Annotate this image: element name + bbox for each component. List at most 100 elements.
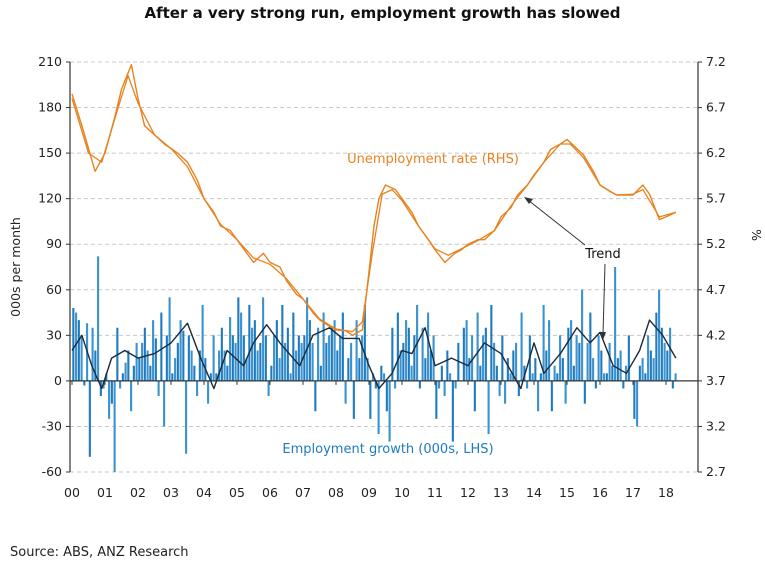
employment-bar (237, 297, 240, 381)
employment-bar (267, 380, 270, 397)
employment-bar (380, 365, 383, 381)
employment-bar (550, 380, 553, 412)
employment-bar (454, 380, 457, 389)
x-tick-label: 16 (592, 485, 608, 500)
employment-bar (344, 380, 347, 404)
employment-bar (132, 365, 135, 381)
y2-axis-label: % (749, 229, 764, 241)
x-tick-label: 04 (196, 485, 212, 500)
y-tick-label: 210 (38, 54, 62, 69)
employment-bar (196, 380, 199, 397)
employment-bar (83, 380, 86, 386)
employment-bar (308, 320, 311, 381)
y-tick-label: 180 (38, 100, 62, 115)
employment-bar (314, 380, 317, 412)
employment-bar (622, 380, 625, 389)
employment-bar (468, 358, 471, 381)
employment-bar (641, 358, 644, 381)
employment-bar (198, 350, 201, 381)
employment-bar (479, 365, 482, 381)
employment-bar (589, 312, 592, 381)
y-tick-label: -30 (42, 418, 62, 433)
employment-bar (207, 380, 210, 404)
employment-bar (663, 342, 666, 381)
employment-bar (201, 304, 204, 381)
employment-bar (138, 358, 141, 381)
employment-bar (339, 335, 342, 381)
employment-bar (110, 380, 113, 404)
employment-bar (476, 312, 479, 381)
employment-bar (135, 342, 138, 381)
employment-bar (141, 342, 144, 381)
employment-bar (278, 358, 281, 381)
employment-bar (245, 358, 248, 381)
employment-bar (124, 362, 127, 381)
employment-bar (209, 373, 212, 381)
employment-bar (592, 358, 595, 381)
employment-bar (303, 335, 306, 381)
x-tick-label: 05 (229, 485, 245, 500)
employment-bar (259, 342, 262, 381)
employment-bar (471, 335, 474, 381)
employment-bar (273, 335, 276, 381)
employment-bar (289, 373, 292, 381)
employment-bar (638, 365, 641, 381)
employment-bar (363, 304, 366, 381)
employment-bar (154, 338, 157, 381)
employment-bar (190, 350, 193, 381)
employment-bar (534, 358, 537, 381)
employment-bar (660, 327, 663, 381)
employment-bar (627, 335, 630, 381)
employment-bar (319, 365, 322, 381)
employment-bar (578, 342, 581, 381)
y2-tick-label: 5.7 (706, 191, 726, 206)
employment-bar (608, 342, 611, 381)
x-tick-label: 01 (97, 485, 113, 500)
employment-bar (328, 335, 331, 381)
employment-bar (413, 335, 416, 381)
x-tick-label: 13 (493, 485, 509, 500)
employment-bar (674, 373, 677, 381)
employment-bar (336, 350, 339, 381)
employment-bar (495, 365, 498, 381)
employment-trend-line (71, 319, 677, 390)
x-tick-label: 18 (658, 485, 674, 500)
employment-bar (361, 335, 364, 381)
y-tick-label: 120 (38, 191, 62, 206)
employment-bar (231, 335, 234, 381)
employment-bar (322, 312, 325, 381)
y2-tick-label: 3.7 (706, 373, 726, 388)
employment-bar (440, 365, 443, 381)
employment-bar (567, 327, 570, 381)
employment-bar (157, 380, 160, 397)
employment-bar (655, 312, 658, 381)
employment-bar (644, 373, 647, 381)
unemployment-trend-line (71, 75, 677, 333)
y2-tick-label: 6.2 (706, 145, 726, 160)
employment-bar (119, 380, 122, 389)
trend-arrow-employment (602, 263, 606, 335)
employment-bar (636, 380, 639, 427)
employment-bar (369, 380, 372, 419)
employment-bar (220, 327, 223, 381)
x-tick-label: 02 (130, 485, 146, 500)
employment-bar (179, 320, 182, 381)
employment-bar (229, 317, 232, 381)
employment-bar (614, 267, 617, 381)
employment-bar (652, 358, 655, 381)
employment-bar (330, 327, 333, 381)
employment-bar (564, 380, 567, 404)
x-tick-label: 09 (361, 485, 377, 500)
employment-bar (374, 380, 377, 389)
employment-bar (270, 365, 273, 381)
employment-bar (113, 380, 116, 472)
employment-bar (341, 312, 344, 381)
employment-bar (410, 365, 413, 381)
employment-bar (597, 335, 600, 381)
employment-bar (388, 380, 391, 442)
y-tick-label: 150 (38, 145, 62, 160)
employment-bar (482, 335, 485, 381)
employment-bar (152, 320, 155, 381)
employment-bar (619, 350, 622, 381)
employment-bar (427, 312, 430, 381)
